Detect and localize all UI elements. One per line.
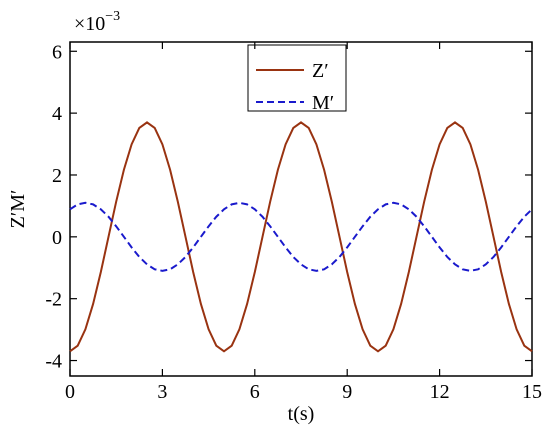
x-tick-label: 0 <box>65 381 75 403</box>
x-tick-label: 15 <box>522 381 542 403</box>
y-tick-label: 4 <box>52 103 62 125</box>
multiplier-base: ×10 <box>74 13 105 35</box>
multiplier-exponent: −3 <box>105 9 120 24</box>
x-axis-label: t(s) <box>288 403 315 425</box>
y-tick-label: 0 <box>52 227 62 249</box>
series-line <box>69 121 533 353</box>
x-tick-label: 6 <box>250 381 260 403</box>
x-tick-label: 9 <box>342 381 352 403</box>
y-multiplier: ×10−3 <box>74 9 120 35</box>
y-tick-label: 2 <box>52 165 62 187</box>
x-tick-label: 12 <box>430 381 450 403</box>
legend <box>247 44 347 112</box>
x-tick-label: 3 <box>157 381 167 403</box>
legend-label: Z′ <box>312 60 329 82</box>
y-tick-label: 6 <box>52 41 62 63</box>
y-tick-label: -2 <box>45 289 62 311</box>
y-tick-label: -4 <box>45 351 62 373</box>
series-line <box>69 201 533 272</box>
y-axis-label: Z′M′ <box>7 190 29 229</box>
legend-label: M′ <box>312 92 334 114</box>
